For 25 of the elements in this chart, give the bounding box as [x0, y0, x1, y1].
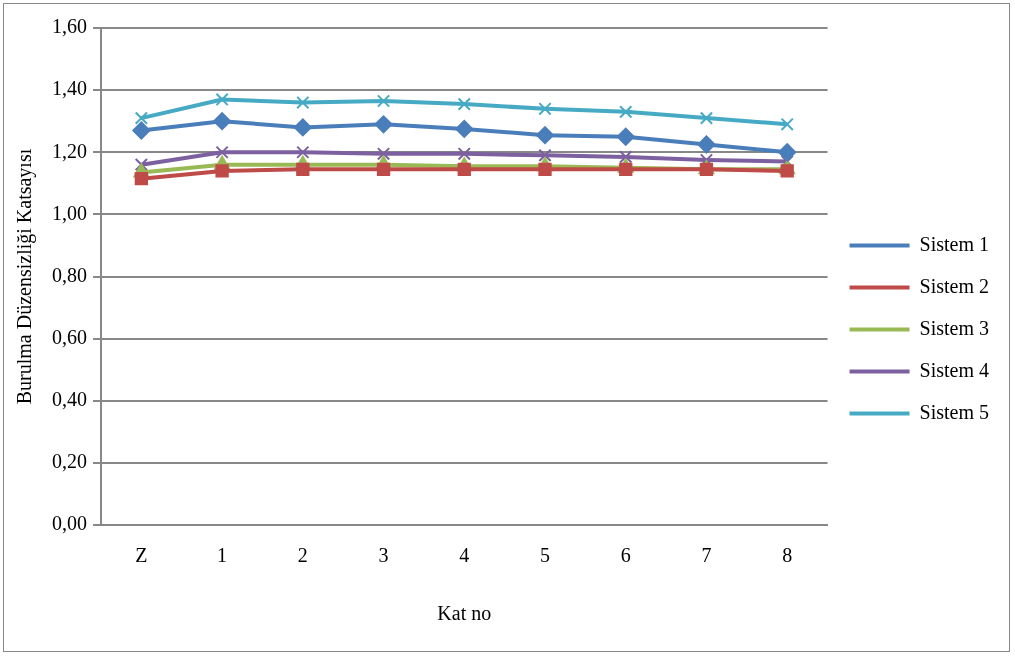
legend-label: Sistem 1 — [919, 232, 989, 255]
legend-label: Sistem 5 — [919, 400, 989, 423]
x-axis-title: Kat no — [437, 602, 492, 625]
y-tick-label: 1,60 — [52, 15, 87, 38]
x-tick-label: 5 — [540, 544, 550, 567]
y-tick-label: 1,00 — [52, 201, 87, 224]
y-axis-title: Burulma Düzensizliği Katsayısı — [13, 148, 37, 405]
x-tick-label: 4 — [459, 544, 470, 567]
y-tick-label: 0,40 — [52, 388, 87, 410]
legend-label: Sistem 3 — [919, 316, 989, 339]
x-tick-label: 3 — [378, 544, 389, 567]
legend-label: Sistem 4 — [919, 358, 989, 381]
y-tick-label: 0,20 — [52, 450, 87, 473]
legend-label: Sistem 2 — [919, 274, 989, 297]
y-tick-label: 0,60 — [52, 325, 87, 348]
y-tick-label: 1,20 — [52, 139, 87, 162]
y-tick-label: 1,40 — [52, 77, 87, 100]
x-tick-label: 2 — [297, 544, 308, 567]
x-tick-label: 7 — [701, 544, 712, 567]
y-tick-label: 0,00 — [52, 512, 87, 535]
y-tick-label: 0,80 — [52, 263, 87, 286]
x-tick-label: 8 — [782, 544, 793, 567]
x-tick-label: 6 — [620, 544, 631, 567]
x-tick-label: 1 — [217, 544, 228, 567]
x-tick-label: Z — [135, 544, 148, 567]
